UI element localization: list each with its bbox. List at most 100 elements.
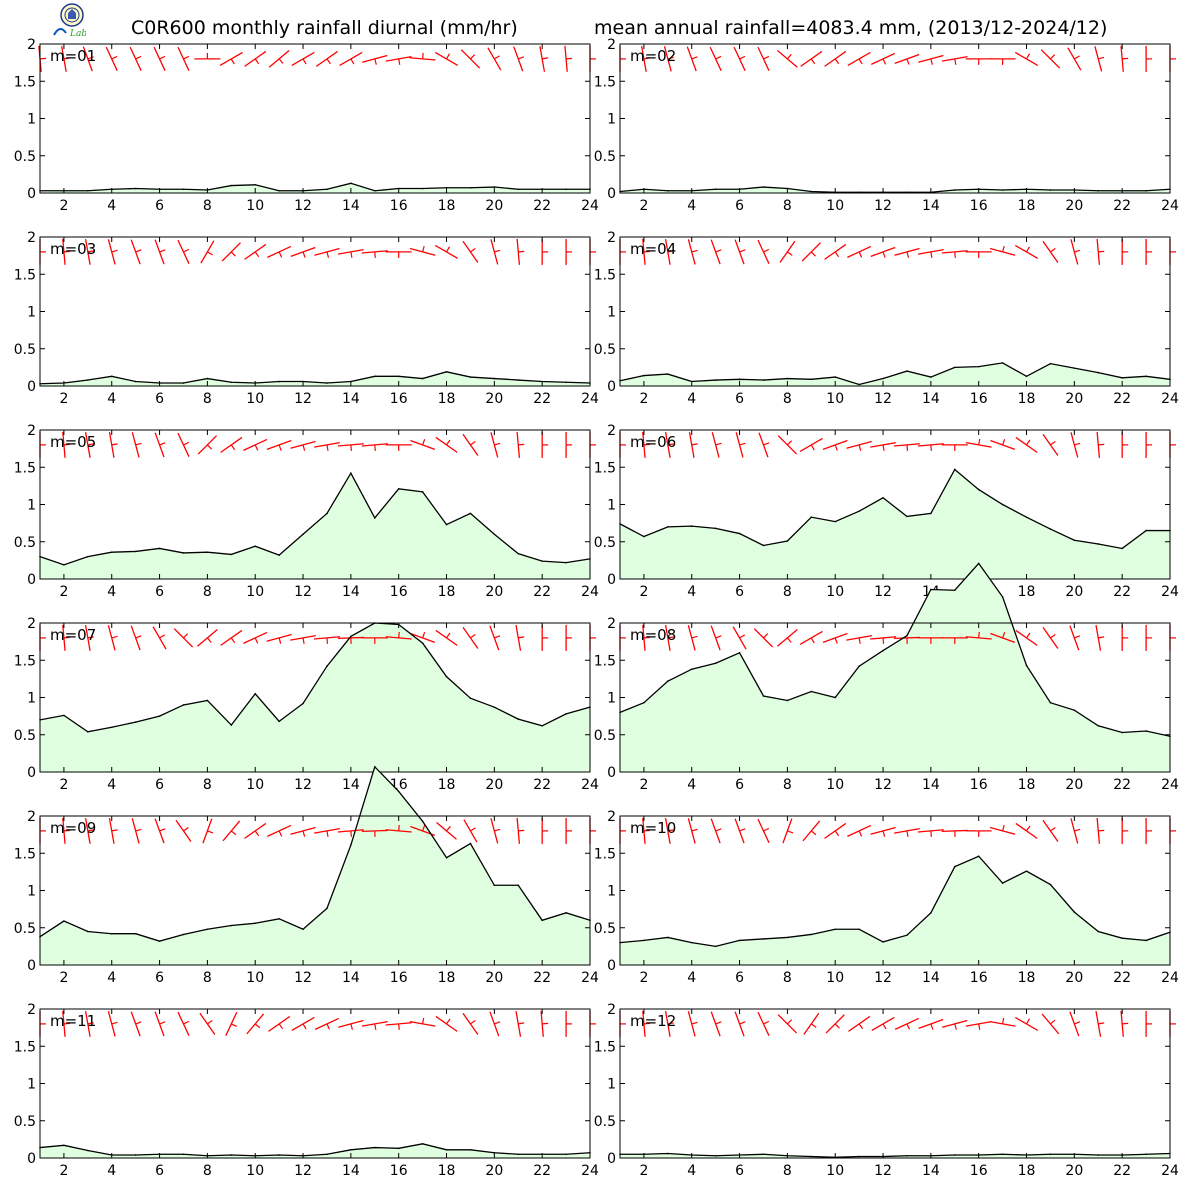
rain-point — [1097, 543, 1100, 545]
rain-point — [810, 690, 813, 693]
wind-barb — [1096, 431, 1105, 458]
rain-point — [469, 1149, 472, 1151]
x-tick-label: 8 — [783, 970, 792, 986]
wind-barb — [84, 1010, 94, 1037]
wind-barb — [130, 1011, 142, 1037]
rain-point — [643, 939, 645, 942]
wind-barb — [246, 1013, 265, 1035]
wind-barb — [1042, 433, 1059, 456]
wind-barb — [244, 50, 267, 67]
y-tick-label: 0.5 — [14, 728, 36, 744]
panel-month-label: m=01 — [50, 47, 96, 65]
x-tick-label: 2 — [639, 970, 648, 986]
wind-barb — [177, 239, 190, 264]
rain-point — [667, 373, 669, 375]
y-tick-label: 1 — [27, 691, 36, 707]
x-tick-label: 14 — [922, 777, 940, 793]
rain-line — [619, 186, 1171, 193]
wind-barb — [409, 52, 436, 61]
rain-area — [620, 187, 1170, 193]
rain-area — [40, 766, 590, 965]
rain-points — [39, 472, 591, 566]
wind-barb — [757, 46, 770, 71]
wind-barb — [800, 50, 823, 67]
x-tick-label: 24 — [581, 1163, 599, 1179]
x-tick-label: 6 — [735, 198, 744, 214]
rain-point — [786, 540, 789, 542]
x-tick-label: 10 — [826, 777, 844, 793]
rain-area — [40, 371, 590, 386]
x-tick-label: 4 — [687, 198, 696, 214]
wind-barb — [1169, 1010, 1176, 1037]
wind-barb — [338, 1019, 364, 1030]
wind-barb — [385, 631, 412, 640]
wind-barb — [153, 46, 166, 71]
wind-barb — [129, 46, 142, 71]
rain-point — [182, 188, 185, 191]
rain-point — [690, 941, 693, 944]
rain-point — [953, 589, 956, 592]
wind-barb — [989, 245, 1016, 256]
rain-point — [206, 551, 209, 553]
wind-barb — [84, 238, 94, 265]
x-tick-label: 8 — [783, 777, 792, 793]
rain-point — [421, 642, 424, 644]
rain-point — [762, 695, 765, 697]
wind-barb — [541, 431, 549, 458]
x-tick-label: 18 — [1018, 584, 1036, 600]
rain-point — [738, 939, 741, 942]
x-tick-label: 20 — [485, 584, 503, 600]
wind-barb — [733, 46, 746, 71]
wind-barb — [642, 431, 650, 458]
rain-point — [930, 912, 932, 914]
x-tick-label: 22 — [533, 1163, 551, 1179]
y-tick-label: 1.5 — [594, 74, 616, 90]
wind-barb — [462, 626, 479, 649]
rain-point — [493, 533, 496, 536]
rain-point — [254, 184, 257, 186]
x-tick-label: 14 — [342, 777, 360, 793]
wind-barb — [489, 625, 501, 651]
rain-point — [906, 634, 908, 637]
wind-barb — [219, 51, 243, 66]
rain-point — [882, 941, 884, 943]
rain-point — [63, 564, 65, 566]
wind-barb — [39, 817, 46, 844]
x-tick-label: 4 — [687, 584, 696, 600]
wind-barb — [1169, 624, 1176, 651]
wind-barb — [130, 239, 142, 265]
y-tick-label: 0 — [607, 379, 616, 395]
rain-point — [87, 189, 89, 192]
x-tick-label: 12 — [294, 198, 312, 214]
wind-barb — [664, 817, 674, 844]
x-tick-label: 24 — [581, 584, 599, 600]
rain-point — [1049, 528, 1052, 530]
x-tick-label: 6 — [155, 584, 164, 600]
wind-barb — [734, 818, 746, 844]
x-tick-label: 18 — [1018, 777, 1036, 793]
rain-point — [834, 928, 837, 931]
panel-month-label: m=07 — [50, 626, 96, 644]
rain-point — [230, 724, 233, 726]
rain-point — [714, 662, 717, 665]
wind-barb — [435, 629, 458, 646]
rain-point — [87, 379, 89, 381]
rain-point — [326, 665, 328, 668]
x-tick-label: 20 — [1065, 1163, 1083, 1179]
rain-point — [643, 701, 645, 704]
rain-point — [134, 550, 137, 553]
x-tick-label: 4 — [107, 777, 116, 793]
rain-point — [302, 928, 304, 931]
wind-barb — [362, 54, 388, 65]
rain-point — [445, 371, 448, 373]
rain-point — [517, 884, 520, 887]
wind-barb — [177, 46, 190, 71]
rain-point — [110, 551, 113, 553]
wind-barb — [965, 438, 992, 448]
panel-frame — [619, 236, 1171, 387]
rain-line — [40, 182, 590, 192]
panel-m-08: 00.511.522 4 6 8 10 12 14 16 18 20 22 24m=08 — [594, 562, 1179, 793]
wind-barb — [824, 243, 847, 260]
rain-point — [834, 376, 837, 378]
wind-barb — [199, 1012, 216, 1035]
